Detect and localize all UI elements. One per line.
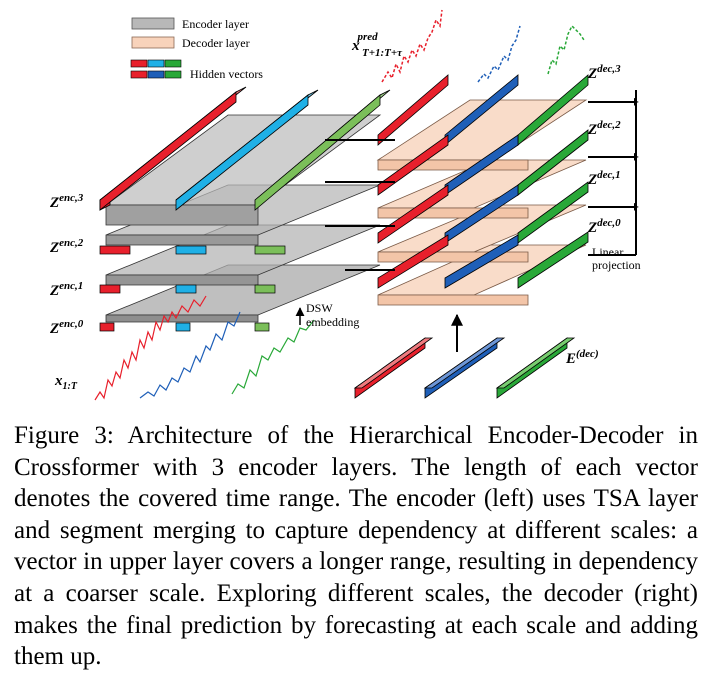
linear-label-line2: projection [592, 258, 641, 272]
input-label: x1:T [54, 373, 78, 392]
prediction-series-green [547, 24, 585, 75]
zdec1-label: Zdec,1 [587, 169, 621, 188]
plus-sign-1: + [630, 199, 639, 216]
zdec0-label: Zdec,0 [587, 217, 621, 236]
legend-encoder-label: Encoder layer [182, 17, 249, 31]
decoder-embedding-vectors [353, 337, 576, 399]
prediction-series-blue [477, 25, 521, 83]
legend-hidden-label: Hidden vectors [190, 67, 263, 81]
summation-path: + + + [588, 90, 639, 256]
prediction-series-red [381, 9, 443, 83]
dsw-label-line2: embedding [306, 315, 359, 329]
legend: Encoder layer Decoder layer Hidden vecto… [130, 17, 263, 81]
edec-label: E(dec) [565, 348, 599, 367]
zenc3-label: Zenc,3 [49, 192, 84, 211]
input-series [94, 295, 315, 401]
legend-encoder-swatch [131, 17, 175, 30]
input-series-red [94, 295, 207, 401]
figure-caption: Figure 3: Architecture of the Hierarchic… [14, 422, 698, 671]
zenc2-label: Zenc,2 [49, 237, 84, 256]
linear-label-line1: Linear [592, 245, 623, 259]
dsw-label-line1: DSW [306, 301, 333, 315]
zenc0-label: Zenc,0 [49, 318, 84, 337]
prediction-series [381, 9, 585, 83]
encoder-vectors [99, 86, 391, 332]
dec3-red-bar [377, 74, 449, 146]
input-series-blue [139, 311, 241, 399]
decoder-vectors [377, 74, 589, 289]
prediction-label: xpred T+1:T+τ [351, 31, 403, 59]
encoder-decoder-links [325, 139, 395, 271]
zdec3-label: Zdec,3 [587, 63, 621, 82]
input-series-green [231, 319, 315, 395]
legend-hidden-swatches [130, 59, 182, 79]
legend-decoder-label: Decoder layer [182, 36, 250, 50]
decoder-stack [376, 99, 588, 306]
zenc1-label: Zenc,1 [49, 280, 83, 299]
architecture-diagram: Encoder layer Decoder layer Hidden vecto… [49, 9, 641, 401]
plus-sign-3: + [630, 94, 639, 111]
zdec2-label: Zdec,2 [587, 119, 621, 138]
legend-decoder-swatch [131, 36, 175, 49]
encoder-stack [104, 114, 382, 323]
plus-sign-2: + [630, 149, 639, 166]
